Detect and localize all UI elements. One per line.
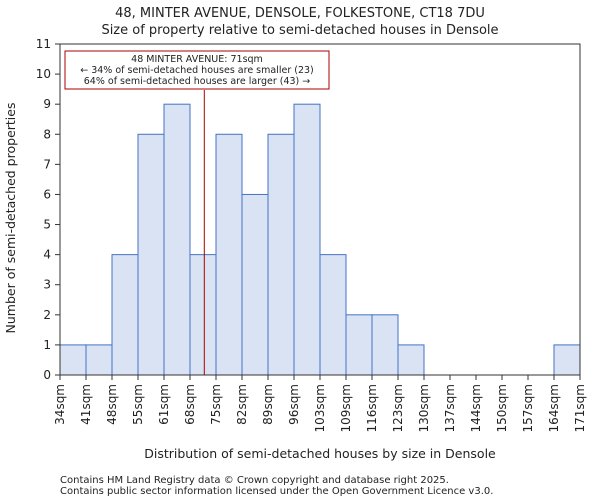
- x-tick-label: 109sqm: [339, 384, 353, 432]
- x-tick-label: 34sqm: [53, 384, 67, 425]
- x-tick-label: 150sqm: [495, 384, 509, 432]
- bar-75sqm: [215, 133, 243, 376]
- x-axis-label: Distribution of semi-detached houses by …: [144, 446, 496, 461]
- x-tick-label: 171sqm: [573, 384, 587, 432]
- chart-title: 48, MINTER AVENUE, DENSOLE, FOLKESTONE, …: [115, 6, 485, 21]
- y-tick-label: 2: [43, 308, 51, 322]
- y-tick-label: 6: [43, 187, 51, 201]
- plot-frame: [59, 43, 581, 376]
- x-tick-label: 41sqm: [79, 384, 93, 425]
- bar-34sqm: [59, 344, 87, 376]
- bar-61sqm: [163, 103, 191, 376]
- x-ticks-group: 34sqm 41sqm 48sqm 55sqm 61sqm 68sqm 75sqm 82sqm…: [53, 375, 587, 432]
- y-tick-label: 8: [43, 127, 51, 141]
- bar-96sqm: [293, 103, 321, 376]
- annotation-line-2: ← 34% of semi-detached houses are smalle…: [80, 65, 314, 76]
- y-tick-label: 0: [43, 368, 51, 382]
- annotation-line-1: 48 MINTER AVENUE: 71sqm: [131, 54, 263, 65]
- bar-82sqm: [241, 193, 269, 376]
- y-tick-label: 11: [36, 37, 51, 51]
- annotation-box: 48 MINTER AVENUE: 71sqm ← 34% of semi-de…: [64, 50, 330, 90]
- x-tick-label: 68sqm: [183, 384, 197, 425]
- y-tick-label: 3: [43, 278, 51, 292]
- bar-116sqm: [371, 314, 399, 376]
- x-tick-label: 48sqm: [105, 384, 119, 425]
- bar-103sqm: [319, 254, 347, 376]
- chart-subtitle: Size of property relative to semi-detach…: [101, 23, 498, 38]
- bar-89sqm: [267, 133, 295, 376]
- annotation-line-3: 64% of semi-detached houses are larger (…: [84, 76, 311, 87]
- footer-line-1: Contains HM Land Registry data © Crown c…: [60, 475, 449, 486]
- bars-group: [59, 103, 581, 376]
- y-tick-label: 1: [43, 338, 51, 352]
- bar-48sqm: [111, 254, 139, 376]
- y-tick-label: 4: [43, 248, 51, 262]
- x-tick-label: 123sqm: [391, 384, 405, 432]
- x-tick-label: 55sqm: [131, 384, 145, 425]
- x-tick-label: 144sqm: [469, 384, 483, 432]
- bar-164sqm: [553, 344, 581, 376]
- y-tick-label: 10: [36, 67, 51, 81]
- bar-41sqm: [85, 344, 113, 376]
- x-tick-label: 103sqm: [313, 384, 327, 432]
- y-axis-label: Number of semi-detached properties: [3, 103, 18, 334]
- x-tick-label: 89sqm: [261, 384, 275, 425]
- bar-68sqm: [189, 254, 217, 376]
- annotation-frame: [64, 50, 330, 90]
- x-tick-label: 157sqm: [521, 384, 535, 432]
- y-tick-label: 9: [43, 97, 51, 111]
- y-tick-label: 7: [43, 157, 51, 171]
- bar-55sqm: [137, 133, 165, 376]
- x-tick-label: 164sqm: [547, 384, 561, 432]
- x-tick-label: 137sqm: [443, 384, 457, 432]
- y-ticks-group: 0 1 2 3 4 5 6 7 8 9 10 11: [36, 37, 60, 382]
- x-tick-label: 82sqm: [235, 384, 249, 425]
- x-tick-label: 130sqm: [417, 384, 431, 432]
- bar-109sqm: [345, 314, 373, 376]
- x-tick-label: 116sqm: [365, 384, 379, 432]
- bar-123sqm: [397, 344, 425, 376]
- x-tick-label: 96sqm: [287, 384, 301, 425]
- footer-line-2: Contains public sector information licen…: [60, 486, 493, 497]
- y-tick-label: 5: [43, 218, 51, 232]
- x-tick-label: 61sqm: [157, 384, 171, 425]
- x-tick-label: 75sqm: [209, 384, 223, 425]
